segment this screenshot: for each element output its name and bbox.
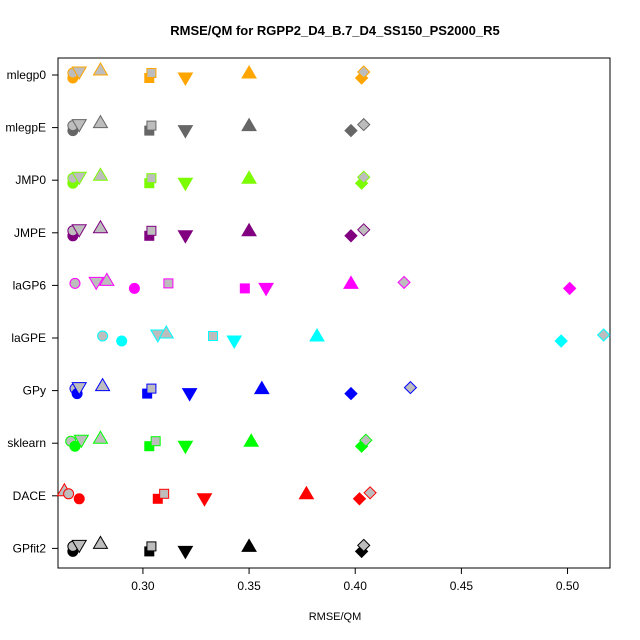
data-point-diamond xyxy=(403,380,418,395)
data-point-square xyxy=(146,120,157,131)
data-point-triangle-up xyxy=(241,65,257,79)
data-point-triangle-down xyxy=(177,440,194,455)
plot-frame xyxy=(57,57,611,569)
data-point-triangle-down xyxy=(71,66,88,80)
data-point-triangle-up xyxy=(98,272,115,286)
y-tick-label: laGPE xyxy=(11,331,46,345)
x-tick-label: 0.35 xyxy=(237,579,261,593)
data-point-triangle-up xyxy=(243,433,260,447)
data-point-triangle-down xyxy=(177,230,194,244)
data-point-circle xyxy=(69,277,81,289)
data-point-triangle-down xyxy=(258,282,274,297)
data-point-diamond xyxy=(344,229,358,243)
data-point-circle xyxy=(116,335,128,347)
data-point-triangle-up xyxy=(92,430,109,444)
data-point-diamond xyxy=(554,334,568,348)
data-point-triangle-down xyxy=(71,119,88,133)
data-point-triangle-down xyxy=(71,224,88,238)
data-point-diamond xyxy=(357,223,371,237)
y-tick-label: JMP0 xyxy=(15,173,46,187)
data-point-triangle-up xyxy=(241,538,257,552)
data-point-circle xyxy=(97,330,109,342)
data-point-triangle-down xyxy=(177,125,194,139)
data-point-square xyxy=(239,283,250,294)
x-axis-label: RMSE/QM xyxy=(309,611,362,623)
x-tick-label: 0.40 xyxy=(344,579,368,593)
data-point-triangle-up xyxy=(241,117,257,132)
data-point-triangle-up xyxy=(92,535,109,549)
data-point-square xyxy=(146,541,157,552)
x-tick-label: 0.30 xyxy=(131,579,155,593)
data-point-square xyxy=(146,173,157,184)
data-point-triangle-up xyxy=(241,170,257,184)
y-tick-label: mlegpE xyxy=(5,121,46,135)
data-point-triangle-down xyxy=(71,539,88,554)
data-point-triangle-up xyxy=(92,62,109,76)
data-point-diamond xyxy=(562,281,577,296)
data-point-triangle-down xyxy=(177,177,194,192)
data-point-triangle-down xyxy=(71,382,88,396)
data-point-circle xyxy=(63,488,75,500)
data-point-triangle-down xyxy=(177,72,194,86)
data-point-circle xyxy=(128,282,140,294)
y-tick-label: mlegp0 xyxy=(7,68,47,82)
data-point-triangle-down xyxy=(71,171,88,186)
data-point-triangle-up xyxy=(309,328,325,342)
data-point-diamond xyxy=(357,538,371,553)
data-point-diamond xyxy=(344,386,358,401)
x-axis: 0.30 0.35 0.40 0.45 0.50 xyxy=(131,568,580,593)
data-point-square xyxy=(159,488,170,499)
data-point-circle xyxy=(73,493,85,505)
y-tick-label: GPy xyxy=(23,384,46,398)
y-tick-label: laGP6 xyxy=(13,278,47,292)
data-point-circle xyxy=(69,440,81,452)
data-point-triangle-up xyxy=(92,167,109,181)
data-point-diamond xyxy=(397,275,411,290)
data-point-triangle-up xyxy=(241,222,257,237)
data-point-triangle-down xyxy=(196,493,213,507)
data-point-square xyxy=(146,68,157,78)
y-axis: mlegp0 mlegpE JMP0 JMPE laGP6 laGPE GPy sklearn… xyxy=(5,68,58,555)
data-point-triangle-down xyxy=(88,276,105,291)
data-point-diamond xyxy=(344,123,358,138)
data-point-triangle-down xyxy=(181,388,198,402)
data-point-triangle-up xyxy=(253,380,270,395)
data-point-diamond xyxy=(357,65,371,79)
data-point-square xyxy=(150,436,161,447)
data-markers xyxy=(56,62,611,560)
x-tick-label: 0.45 xyxy=(450,579,474,593)
data-point-diamond xyxy=(363,486,377,500)
data-point-triangle-up xyxy=(92,114,109,129)
x-tick-label: 0.50 xyxy=(556,579,580,593)
data-point-triangle-up xyxy=(92,219,109,234)
y-tick-label: GPfit2 xyxy=(13,541,47,555)
data-point-square xyxy=(146,225,157,236)
data-point-triangle-up xyxy=(158,325,175,339)
data-point-triangle-down xyxy=(177,545,194,560)
data-point-square xyxy=(163,278,174,289)
data-point-diamond xyxy=(357,117,371,132)
data-point-diamond xyxy=(357,170,371,184)
y-tick-label: sklearn xyxy=(7,436,46,450)
data-point-triangle-up xyxy=(94,377,111,392)
data-point-diamond xyxy=(359,433,373,447)
chart-title: RMSE/QM for RGPP2_D4_B.7_D4_SS150_PS2000… xyxy=(170,23,500,38)
data-point-square xyxy=(146,383,157,394)
y-tick-label: JMPE xyxy=(14,226,46,240)
data-point-triangle-up xyxy=(298,485,315,500)
data-point-triangle-down xyxy=(73,434,90,449)
data-point-triangle-up xyxy=(343,275,359,289)
y-tick-label: DACE xyxy=(13,489,46,503)
data-point-triangle-down xyxy=(226,335,243,349)
data-point-square xyxy=(207,331,218,341)
data-point-diamond xyxy=(352,492,367,506)
data-point-diamond xyxy=(596,328,611,342)
